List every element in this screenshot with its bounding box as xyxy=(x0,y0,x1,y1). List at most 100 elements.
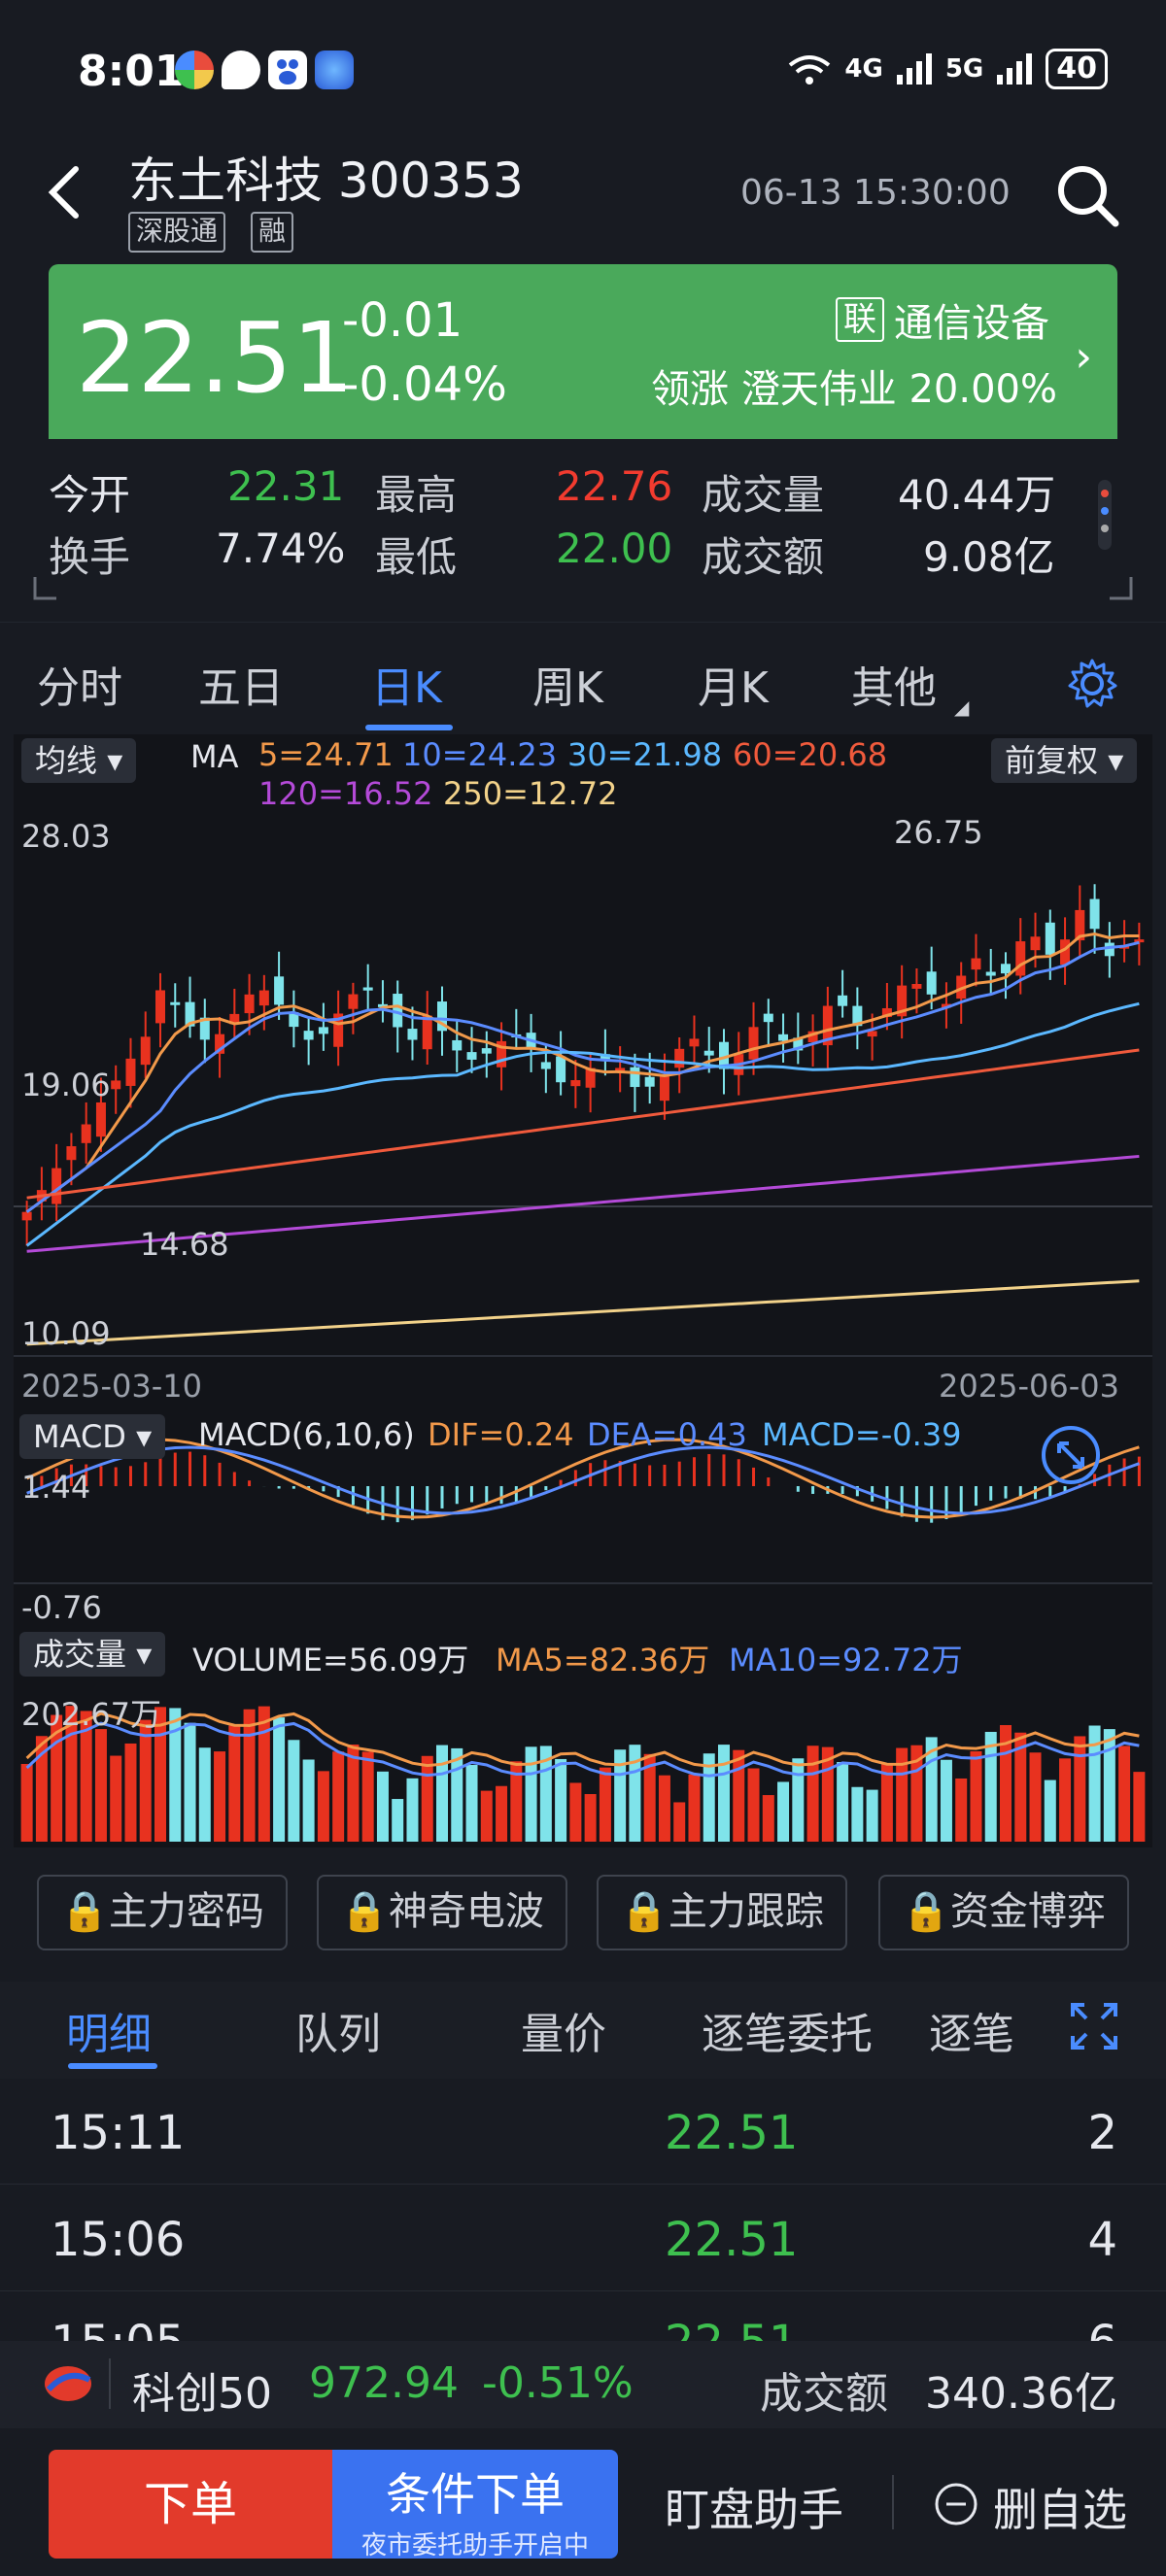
volume-bar xyxy=(1133,1772,1146,1842)
volume-bar xyxy=(1029,1752,1042,1842)
candle-body xyxy=(170,1001,181,1005)
tag-shenzhen-connect: 深股通 xyxy=(128,212,226,253)
tab-five-day[interactable]: 五日 xyxy=(198,663,284,713)
expand-corner-left-icon xyxy=(33,577,56,600)
tab-other[interactable]: 其他 xyxy=(851,663,937,713)
settings-gear-icon[interactable] xyxy=(1065,657,1119,711)
tab-intraday[interactable]: 分时 xyxy=(37,663,122,713)
volume-bar xyxy=(837,1762,849,1842)
dtab-order-by-order[interactable]: 逐笔委托 xyxy=(702,2010,873,2059)
dtab-detail[interactable]: 明细 xyxy=(66,2010,152,2059)
watch-assistant-button[interactable]: 盯盘助手 xyxy=(665,2484,843,2536)
search-icon[interactable] xyxy=(1053,161,1121,229)
network-5g-label: 5G xyxy=(944,54,984,84)
ma-selector[interactable]: 均线 ▾ xyxy=(21,738,137,783)
candle-body xyxy=(497,1040,507,1068)
volume-bar xyxy=(777,1781,790,1842)
more-dots-icon[interactable] xyxy=(1098,480,1112,550)
candle-body xyxy=(333,1013,344,1047)
volume-bar xyxy=(94,1729,107,1842)
ma120-legend: 120=16.52 xyxy=(258,775,433,812)
candle-body xyxy=(481,1048,492,1054)
detail-tab-indicator xyxy=(68,2063,157,2069)
candle-body xyxy=(258,990,269,1006)
candle-body xyxy=(600,1054,610,1061)
tab-monthly-k[interactable]: 月K xyxy=(698,663,769,713)
candle-body xyxy=(1060,939,1071,966)
volume-selector[interactable]: 成交量 ▾ xyxy=(19,1632,166,1677)
candle-body xyxy=(585,1068,596,1088)
dtab-tick-by-tick[interactable]: 逐笔 xyxy=(929,2010,1014,2059)
tool-main-password[interactable]: 🔒主力密码 xyxy=(37,1875,288,1950)
candle-body xyxy=(466,1052,477,1060)
tag-margin: 融 xyxy=(251,212,294,253)
dtab-queue[interactable]: 队列 xyxy=(295,2010,381,2059)
ma60-legend: 60=20.68 xyxy=(733,736,888,773)
volume-bar xyxy=(555,1758,567,1842)
candle-body xyxy=(51,1168,62,1204)
macd-selector[interactable]: MACD ▾ xyxy=(19,1414,166,1459)
sector-info: 联 通信设备 xyxy=(836,291,1049,348)
stat-high-value: 22.76 xyxy=(556,462,673,510)
conditional-order-button[interactable]: 条件下单 夜市委托助手开启中 xyxy=(332,2450,618,2560)
volume-bar xyxy=(896,1747,909,1842)
battery-icon: 40 xyxy=(1046,49,1108,89)
macd-value: MACD=-0.39 xyxy=(762,1416,962,1453)
remove-watchlist-button[interactable]: 删自选 xyxy=(993,2484,1127,2536)
index-logo-icon xyxy=(45,2366,91,2401)
volume-bar xyxy=(658,1775,670,1842)
volume-bar xyxy=(643,1753,656,1842)
volume-bar xyxy=(970,1750,982,1842)
volume-bar xyxy=(1059,1758,1072,1842)
candle-body xyxy=(540,1062,551,1069)
volume-bar xyxy=(1014,1732,1027,1842)
price-panel[interactable]: 22.51 -0.01 -0.04% 联 通信设备 领涨 澄天伟业 20.00%… xyxy=(49,264,1117,439)
candle-body xyxy=(303,1031,314,1040)
candle-body xyxy=(155,990,165,1024)
candle-body xyxy=(1089,898,1100,930)
tool-magic-wave[interactable]: 🔒神奇电波 xyxy=(317,1875,567,1950)
candle-body xyxy=(703,1050,714,1056)
volume-bar xyxy=(184,1722,196,1842)
stat-high-label: 最高 xyxy=(375,471,458,519)
stat-volume-value: 40.44万 xyxy=(898,471,1056,519)
y-label-mid: 19.06 xyxy=(21,1067,111,1103)
tab-daily-k[interactable]: 日K xyxy=(371,663,442,713)
macd-selector-label: MACD xyxy=(33,1418,126,1455)
tool-main-tracking[interactable]: 🔒主力跟踪 xyxy=(597,1875,847,1950)
tab-weekly-k[interactable]: 周K xyxy=(532,663,603,713)
candle-body xyxy=(393,994,403,1028)
stock-title: 东土科技 300353 xyxy=(128,153,524,209)
fullscreen-toggle-icon[interactable] xyxy=(1040,1424,1102,1486)
back-arrow-icon[interactable] xyxy=(45,163,84,221)
candle-body xyxy=(140,1036,151,1066)
candle-body xyxy=(437,1001,447,1032)
chat-bubble-icon xyxy=(222,51,260,89)
candle-body xyxy=(852,1005,863,1027)
tool-fund-game[interactable]: 🔒资金博弈 xyxy=(878,1875,1129,1950)
volume-bar xyxy=(198,1747,211,1842)
kline-svg xyxy=(14,884,1152,1842)
index-name: 科创50 xyxy=(132,2369,272,2419)
minus-circle-icon[interactable] xyxy=(933,2481,979,2527)
candle-body xyxy=(985,971,996,976)
candle-body xyxy=(807,1031,818,1043)
x-label-end: 2025-06-03 xyxy=(939,1368,1119,1405)
volume-bar xyxy=(80,1711,92,1842)
candle-body xyxy=(407,1029,418,1040)
stat-volume-label: 成交量 xyxy=(702,471,825,519)
volume-bar xyxy=(688,1774,701,1842)
candle-body xyxy=(838,995,848,1006)
place-order-button[interactable]: 下单 xyxy=(49,2450,332,2559)
adjust-selector[interactable]: 前复权 ▾ xyxy=(991,738,1138,783)
stat-amount-label: 成交额 xyxy=(702,533,825,581)
index-ticker-bar[interactable]: 科创50 972.94 -0.51% 成交额 340.36亿 xyxy=(0,2341,1166,2428)
dtab-volume-price[interactable]: 量价 xyxy=(521,2010,606,2059)
candle-body xyxy=(244,994,255,1014)
expand-arrows-icon[interactable] xyxy=(1069,2001,1119,2051)
conditional-order-sub: 夜市委托助手开启中 xyxy=(360,2531,589,2560)
trade-volume: 2 xyxy=(1087,2106,1117,2160)
candle-body xyxy=(941,1003,951,1008)
stat-amount-value: 9.08亿 xyxy=(923,533,1055,581)
volume-bar xyxy=(718,1745,730,1842)
